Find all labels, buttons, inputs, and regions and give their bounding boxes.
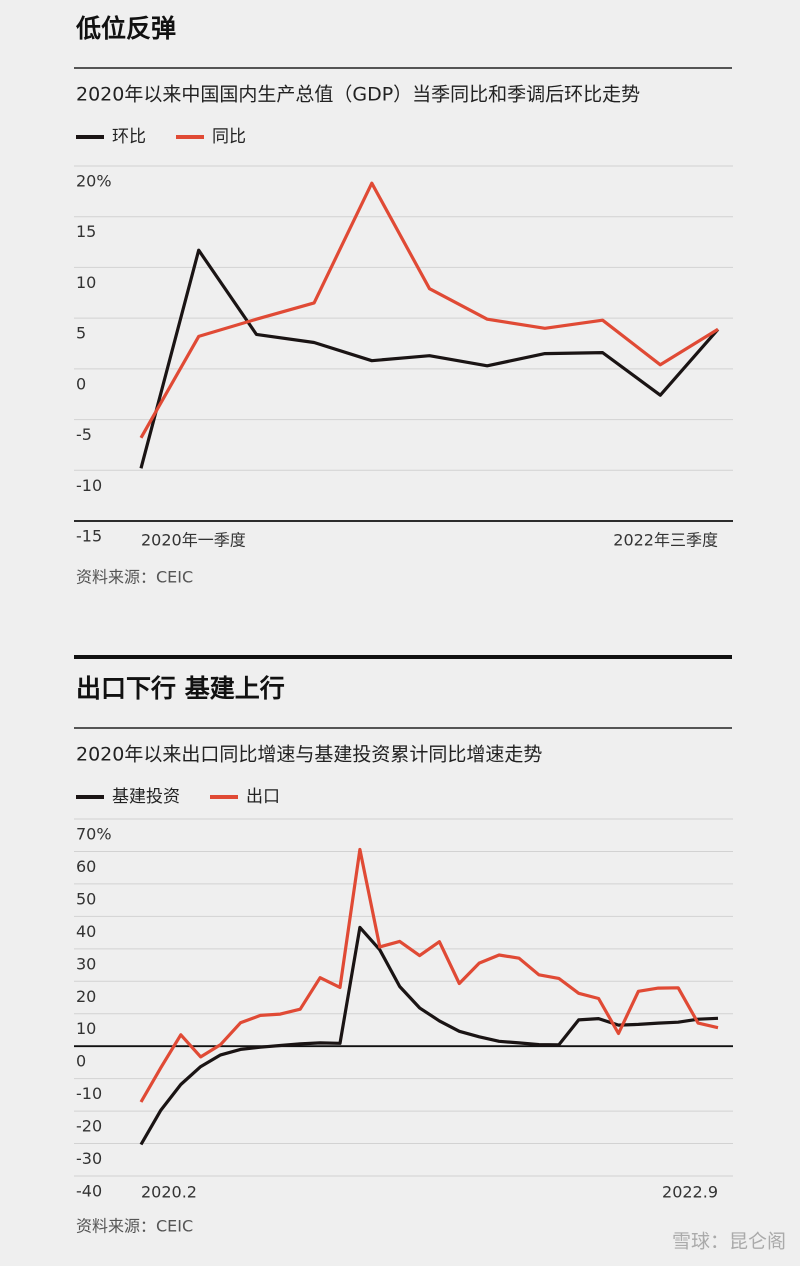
y-tick-label: -5 (76, 425, 92, 444)
data-line (139, 248, 720, 469)
x-tick-label: 2020.2 (141, 1183, 197, 1202)
x-tick-label: 2022年三季度 (613, 531, 718, 550)
chart-title: 低位反弹 (75, 14, 176, 43)
watermark: 雪球：昆仑阁 (672, 1231, 786, 1253)
y-tick-label: 20 (76, 987, 96, 1006)
y-tick-label: -30 (76, 1149, 102, 1168)
legend-label: 环比 (112, 127, 146, 147)
y-tick-label: -10 (76, 1084, 102, 1103)
legend-label: 同比 (212, 127, 246, 147)
y-tick-label: 15 (76, 222, 96, 241)
y-tick-label: 0 (76, 1052, 86, 1071)
y-tick-label: 10 (76, 1019, 96, 1038)
source-note: 资料来源：CEIC (76, 1217, 193, 1236)
y-tick-label: -15 (76, 527, 102, 546)
chart-title: 出口下行 基建上行 (76, 674, 285, 703)
y-tick-label: -40 (76, 1182, 102, 1201)
chart-subtitle: 2020年以来中国国内生产总值（GDP）当季同比和季调后环比走势 (76, 84, 640, 106)
y-tick-label: 30 (76, 954, 96, 973)
y-tick-label: 20% (76, 172, 112, 191)
y-tick-label: 70% (76, 825, 112, 844)
data-line (139, 181, 719, 439)
y-tick-label: -10 (76, 476, 102, 495)
y-tick-label: 40 (76, 922, 96, 941)
legend-label: 出口 (246, 787, 280, 807)
y-tick-label: 5 (76, 324, 86, 343)
data-line (139, 847, 719, 1103)
y-tick-label: 10 (76, 273, 96, 292)
x-tick-label: 2020年一季度 (141, 531, 246, 550)
y-tick-label: 60 (76, 857, 96, 876)
legend-label: 基建投资 (112, 787, 180, 807)
y-tick-label: 50 (76, 889, 96, 908)
x-tick-label: 2022.9 (662, 1183, 718, 1202)
y-tick-label: 0 (76, 374, 86, 393)
chart-subtitle: 2020年以来出口同比增速与基建投资累计同比增速走势 (76, 744, 542, 766)
source-note: 资料来源：CEIC (76, 568, 193, 587)
y-tick-label: -20 (76, 1117, 102, 1136)
